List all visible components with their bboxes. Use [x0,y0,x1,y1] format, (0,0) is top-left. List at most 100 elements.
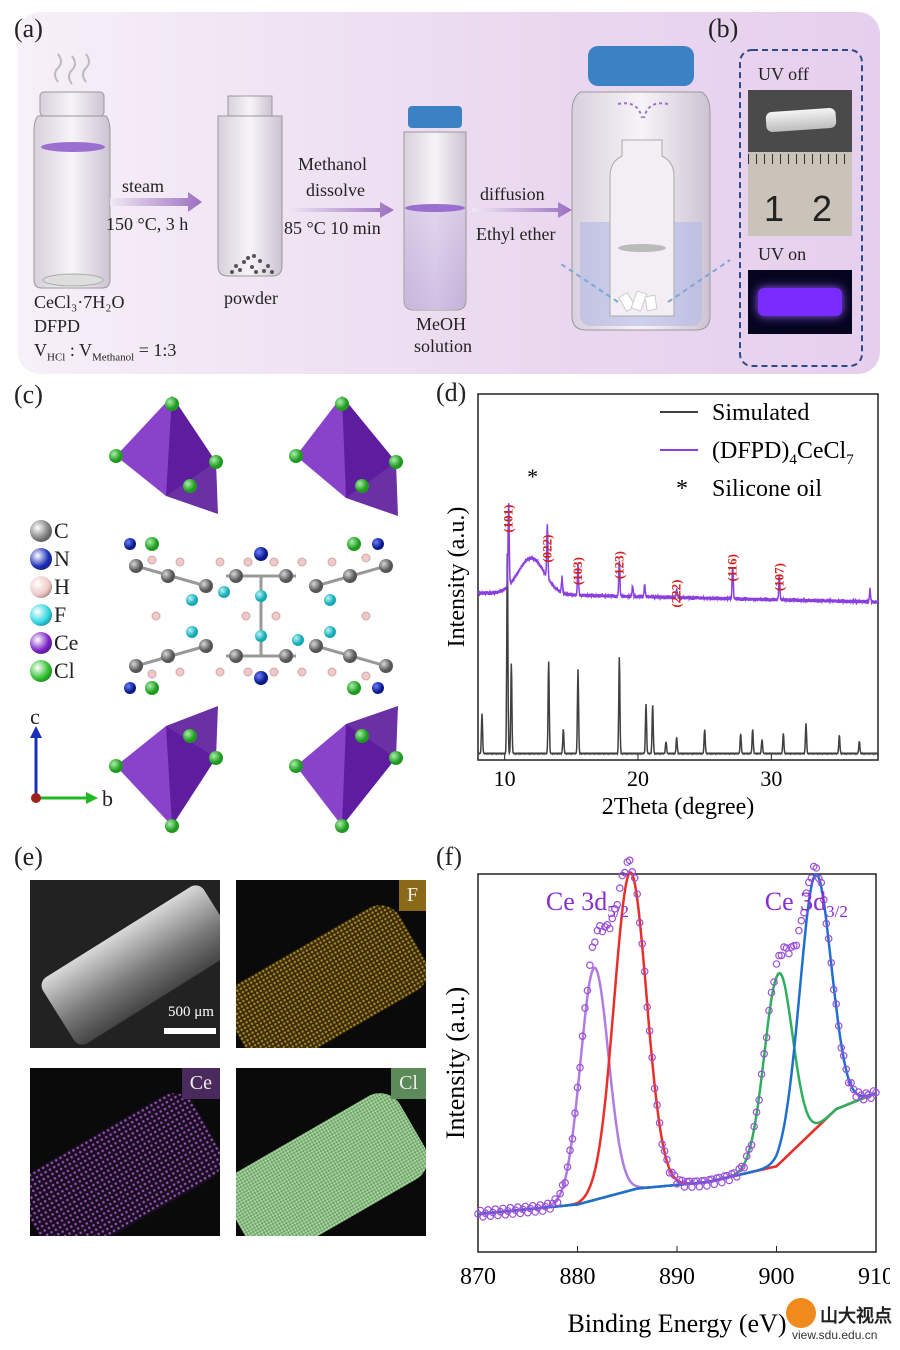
data-point [742,1152,751,1161]
data-point [750,1122,758,1131]
data-point [698,1176,706,1185]
legend-symbol: Cl [54,658,75,683]
data-point [660,1147,669,1155]
step2-line1: Methanol [298,154,367,174]
data-point [829,985,838,994]
step2-condition: 85 °C 10 min [284,218,381,238]
legend-item-n: N [30,546,70,572]
uv-on-label: UV on [758,244,807,264]
x-tick-label: 870 [460,1264,496,1290]
data-point [795,926,803,935]
data-point [621,868,629,877]
data-point [561,1178,569,1187]
fit-component [477,872,877,1216]
panel-label-f: (f) [436,842,462,871]
crystal-structure [109,396,403,833]
ruler-mark-2: 2 [812,188,833,229]
watermark-logo: 山大视点 view.sdu.edu.cn [786,1296,896,1346]
data-point [528,1201,537,1210]
data-point [643,1003,652,1011]
data-point [732,1173,741,1181]
data-point [613,900,622,909]
ruler-mark-1: 1 [764,188,785,229]
data-point [568,1134,577,1143]
x-tick-label: 900 [759,1264,795,1290]
sem-image: 500 μm [30,880,220,1048]
data-point [767,988,776,997]
data-point [501,1210,510,1219]
data-point [785,949,793,958]
plot-frame [477,873,877,1253]
data-point [817,878,826,887]
chlorine-atoms [109,397,403,833]
data-point [812,864,821,872]
data-point [747,1141,756,1149]
data-point [752,1108,761,1117]
legend-label-measured: (DFPD)4CeCl7 [712,438,854,468]
hkl-label: (103) [570,557,585,585]
axis-c-label: c [30,704,40,729]
data-point [867,1094,875,1103]
data-point [601,923,609,931]
data-point [770,978,778,986]
data-point [832,1000,841,1008]
data-point [625,856,634,865]
data-point [606,924,614,933]
eds-label-cl: Cl [391,1068,426,1099]
legend-label-simulated: Simulated [712,400,809,426]
data-point [725,1176,734,1185]
scale-bar-label: 500 μm [168,1004,214,1020]
meoh-label: MeOH [416,314,466,334]
data-point [777,951,786,960]
data-point [633,890,642,898]
panel-label-c: (c) [14,380,43,409]
data-point [581,1004,589,1012]
legend-symbol: N [54,546,70,571]
carbon-atoms [129,559,393,673]
data-point [571,1109,579,1118]
data-point [655,1119,664,1127]
data-point [516,1209,525,1218]
silicone-oil-marker: * [527,464,538,489]
data-point [603,921,612,929]
data-point [650,1084,659,1093]
data-point [760,1050,768,1058]
data-point [710,1180,719,1189]
hkl-label: (123) [611,551,626,579]
data-point [645,1027,654,1035]
peak-label: Ce 3d5/2 [546,887,629,921]
steam-icon [54,53,90,85]
data-point [673,1179,681,1188]
nitrogen-atoms [124,538,384,694]
watermark-text: 山大视点 [820,1306,892,1327]
legend-swatch [30,604,52,626]
data-point [797,916,806,925]
arrow-icon [472,202,572,218]
x-axis-label: 2Theta (degree) [602,794,755,820]
synthesis-drawing [33,46,863,367]
data-point [765,1006,773,1015]
data-point [819,895,828,904]
x-tick-label: 890 [659,1264,695,1290]
eds-map-f: F [236,880,426,1048]
reaction-vial-icon [33,91,111,289]
step3-label: diffusion [480,184,545,204]
watermark-url: view.sdu.edu.cn [792,1328,878,1342]
data-point [757,1070,766,1079]
eds-label-ce: Ce [181,1068,220,1099]
data-point [536,1201,545,1209]
data-point [839,1052,848,1060]
legend-swatch [30,632,52,654]
legend-symbol: H [54,574,70,599]
data-point [573,1083,582,1092]
data-point [740,1163,749,1172]
volume-ratio: VHCl : VMethanol = 1:3 [34,340,177,364]
x-tick-label: 10 [494,766,516,791]
powder-vial-icon [217,95,283,277]
step2-line2: dissolve [306,180,366,200]
data-point [640,967,649,976]
data-point [658,1140,666,1149]
legend-swatch [30,660,52,682]
data-point [730,1169,739,1177]
data-point [509,1210,517,1218]
